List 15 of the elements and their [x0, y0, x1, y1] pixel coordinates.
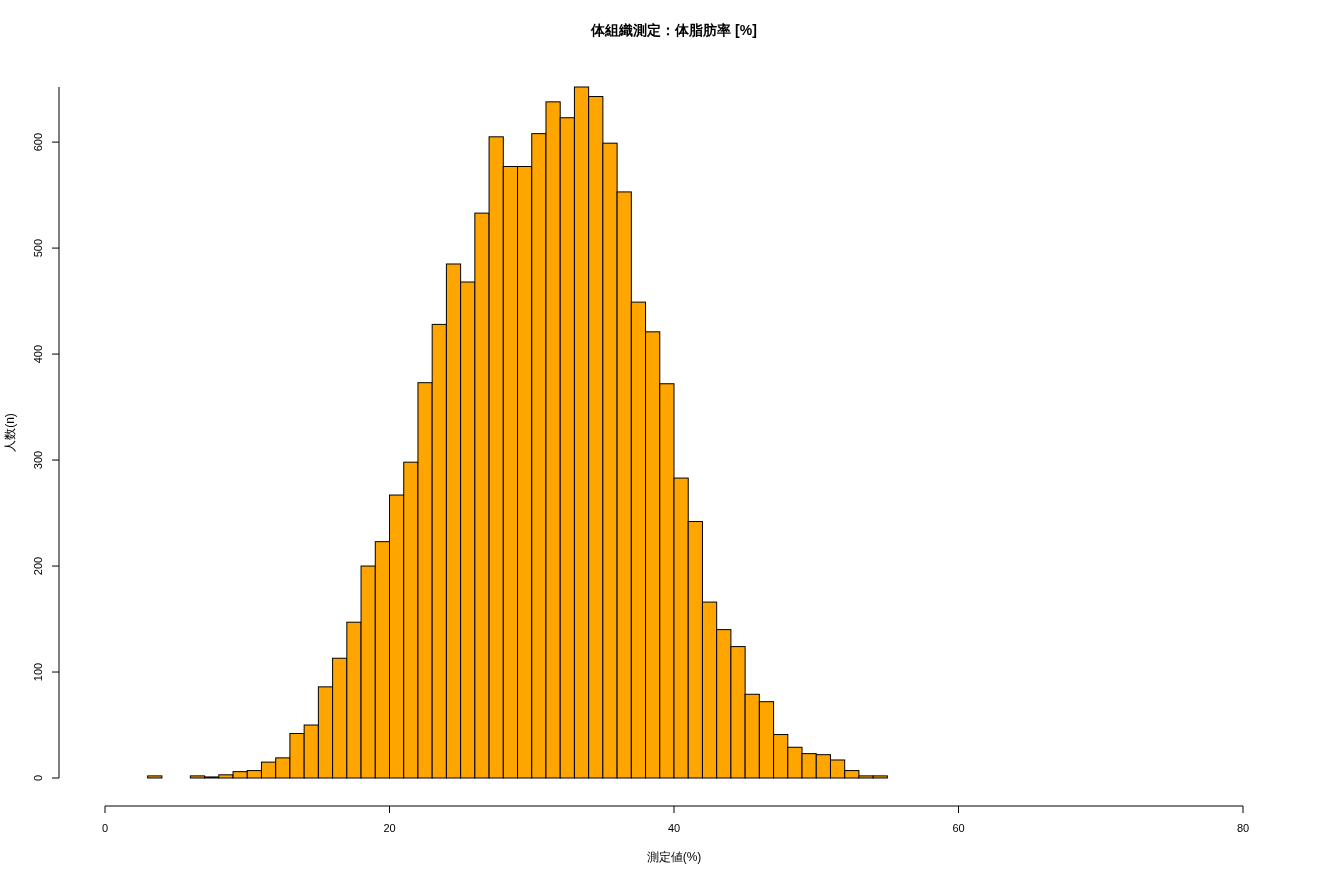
x-tick-label: 0 [101, 822, 109, 834]
y-tick-label: 400 [32, 344, 44, 364]
chart-title: 体組織測定：体脂肪率 [%] [590, 22, 757, 38]
y-axis-title: 人数(n) [3, 413, 17, 452]
x-axis-title: 測定値(%) [646, 850, 702, 864]
y-tick-label: 500 [32, 238, 44, 258]
x-tick-label: 20 [383, 822, 396, 834]
x-tick-label: 40 [667, 822, 681, 834]
y-tick-label: 200 [32, 556, 44, 576]
x-tick-label: 80 [1236, 822, 1250, 834]
y-tick-label: 600 [32, 132, 44, 152]
y-tick-label: 300 [32, 450, 44, 470]
y-tick-label: 0 [32, 774, 44, 782]
x-tick-label: 60 [952, 822, 965, 834]
y-tick-label: 100 [32, 662, 44, 682]
